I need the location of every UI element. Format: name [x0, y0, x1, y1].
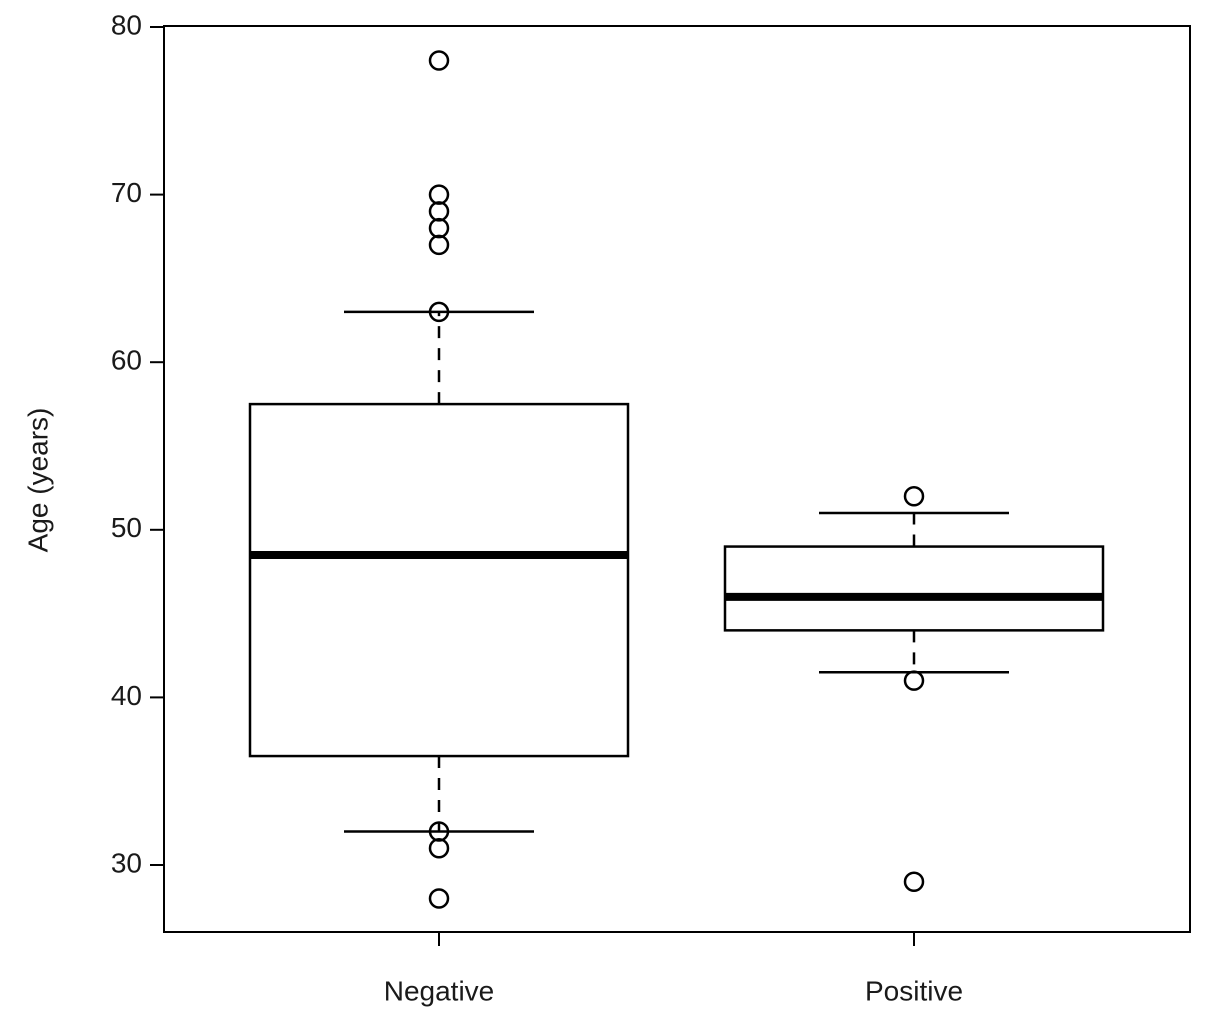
box-series	[248, 50, 1105, 909]
outlier-point	[903, 871, 925, 893]
outlier-point	[903, 486, 925, 507]
outlier-point	[428, 888, 450, 909]
outlier-point	[428, 234, 450, 256]
x-tick-label: Positive	[865, 975, 963, 1006]
x-axis: Negative Positive	[384, 932, 963, 1006]
box-group-negative	[248, 50, 630, 909]
outlier-point	[428, 50, 450, 71]
y-tick-label: 80	[111, 9, 142, 40]
outlier-point	[428, 301, 450, 323]
iqr-box	[248, 402, 630, 758]
y-tick-label: 60	[111, 345, 142, 376]
outlier-point	[428, 217, 450, 239]
x-tick-label: Negative	[384, 975, 495, 1006]
y-tick-label: 70	[111, 177, 142, 208]
y-tick-label: 30	[111, 847, 142, 878]
outlier-point	[428, 184, 450, 205]
y-tick-label: 50	[111, 512, 142, 543]
y-tick-label: 40	[111, 680, 142, 711]
outlier-point	[428, 837, 450, 859]
y-axis: 30 40 50 60 70 80	[111, 9, 165, 878]
outlier-point	[428, 201, 450, 222]
iqr-box	[723, 545, 1105, 632]
box-group-positive	[723, 486, 1105, 893]
outlier-point	[903, 670, 925, 691]
y-axis-label: Age (years)	[22, 408, 53, 553]
